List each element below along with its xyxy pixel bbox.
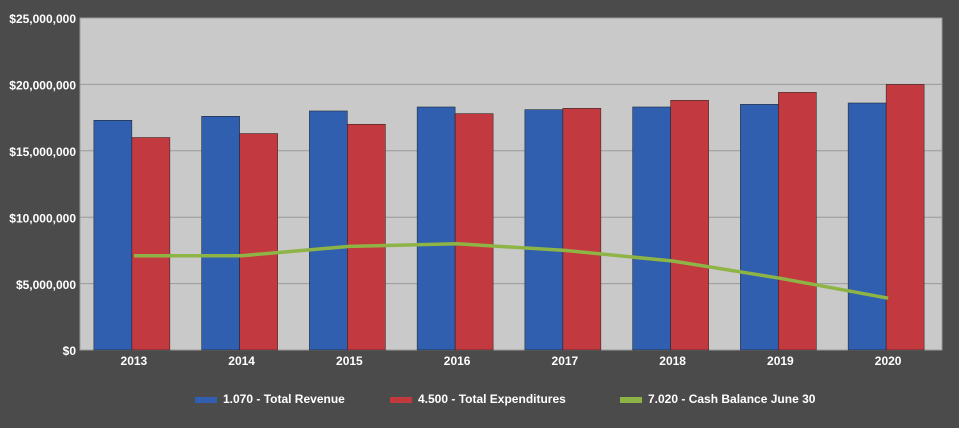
bar bbox=[740, 104, 779, 351]
x-tick-label: 2014 bbox=[228, 354, 255, 368]
legend-swatch bbox=[195, 397, 217, 403]
bar bbox=[416, 106, 456, 351]
bar bbox=[524, 109, 564, 351]
x-tick-label: 2017 bbox=[552, 354, 579, 368]
bar bbox=[93, 120, 133, 351]
x-tick-label: 2020 bbox=[875, 354, 902, 368]
y-tick-label: $15,000,000 bbox=[9, 145, 76, 159]
bar bbox=[131, 137, 171, 351]
y-tick-label: $10,000,000 bbox=[9, 211, 76, 225]
bar bbox=[347, 123, 386, 351]
bar bbox=[562, 108, 602, 351]
bar bbox=[778, 92, 817, 351]
legend-label: 4.500 - Total Expenditures bbox=[418, 392, 566, 406]
bar bbox=[847, 102, 887, 351]
bar bbox=[309, 110, 348, 351]
bar bbox=[239, 133, 278, 351]
y-tick-label: $5,000,000 bbox=[16, 278, 76, 292]
bar bbox=[454, 113, 494, 351]
x-tick-label: 2013 bbox=[121, 354, 148, 368]
line bbox=[133, 242, 889, 300]
legend-label: 1.070 - Total Revenue bbox=[223, 392, 345, 406]
legend-swatch bbox=[390, 397, 412, 403]
legend-label: 7.020 - Cash Balance June 30 bbox=[648, 392, 816, 406]
y-tick-label: $25,000,000 bbox=[9, 12, 76, 26]
bar bbox=[201, 116, 240, 351]
x-tick-label: 2019 bbox=[767, 354, 794, 368]
bar bbox=[632, 106, 671, 351]
x-tick-label: 2018 bbox=[659, 354, 686, 368]
x-tick-label: 2016 bbox=[444, 354, 471, 368]
y-tick-label: $0 bbox=[63, 344, 77, 358]
legend-swatch bbox=[620, 397, 642, 403]
bar bbox=[670, 100, 709, 351]
bar bbox=[885, 84, 925, 351]
x-tick-label: 2015 bbox=[336, 354, 363, 368]
y-tick-label: $20,000,000 bbox=[9, 79, 76, 93]
